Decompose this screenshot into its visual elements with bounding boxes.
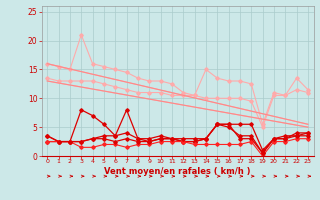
X-axis label: Vent moyen/en rafales ( km/h ): Vent moyen/en rafales ( km/h ) [104,167,251,176]
